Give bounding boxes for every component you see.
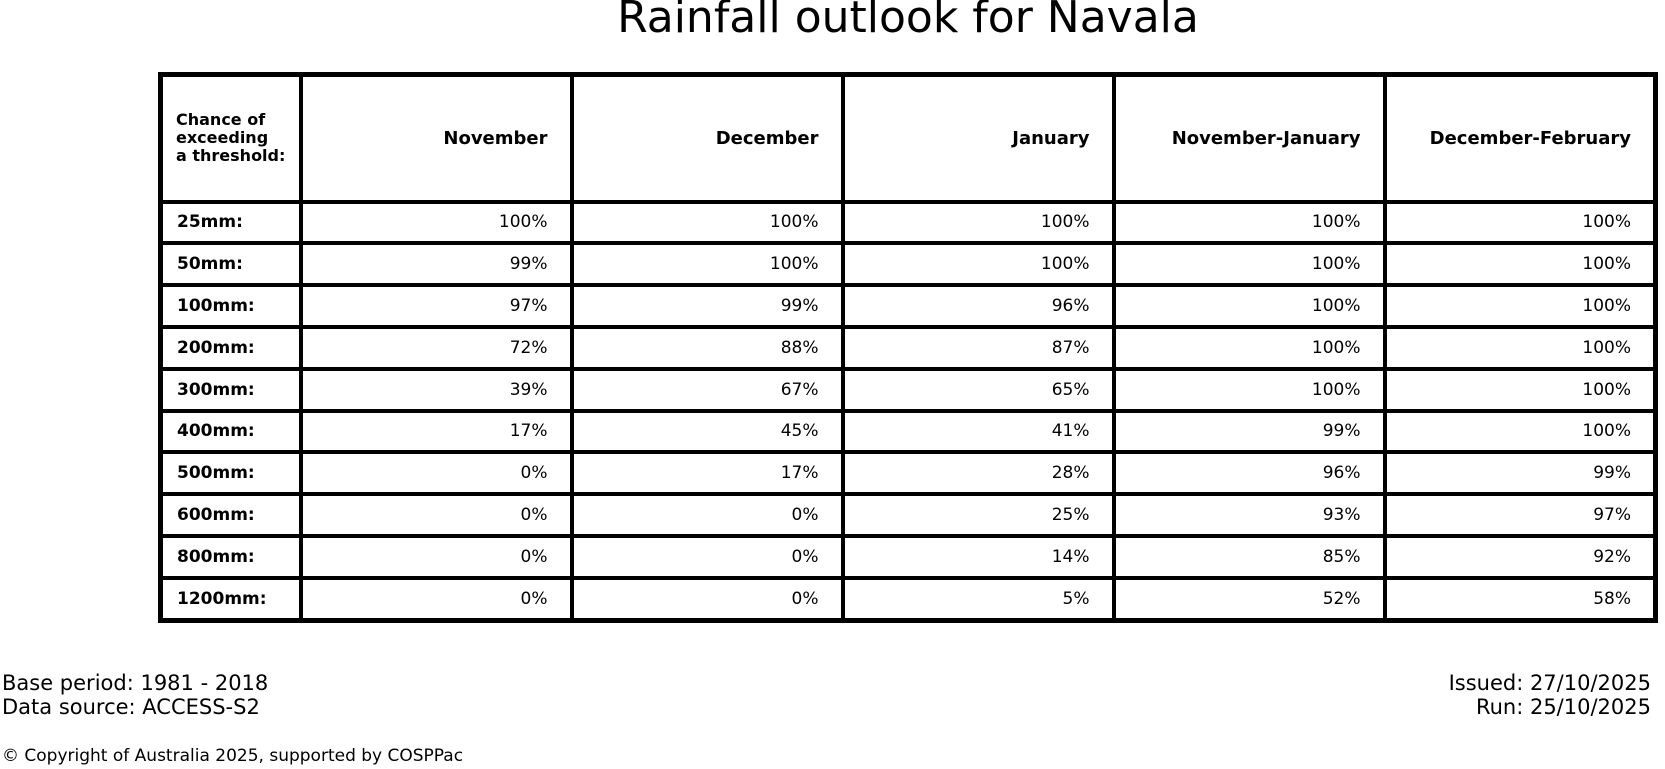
probability-cell: 100%	[840, 241, 1116, 288]
probability-cell: 0%	[298, 534, 574, 580]
probability-cell: 100%	[298, 199, 574, 246]
probability-cell: 99%	[1382, 450, 1658, 497]
threshold-label: 200mm:	[158, 324, 303, 371]
corner-header-cell: Chance of exceeding a threshold:	[158, 72, 303, 204]
table-row: 800mm: 0% 0% 14% 85% 92%	[158, 534, 1658, 580]
column-header-december-february: December-February	[1382, 72, 1658, 204]
probability-cell: 100%	[1111, 283, 1387, 329]
probability-cell: 0%	[569, 492, 845, 538]
header-row: Chance of exceeding a threshold: Novembe…	[158, 72, 1658, 204]
probability-cell: 97%	[1382, 492, 1658, 538]
probability-cell: 100%	[1382, 283, 1658, 329]
footer-left-block: Base period: 1981 - 2018 Data source: AC…	[2, 671, 268, 719]
probability-cell: 0%	[298, 450, 574, 497]
issued-date-text: Issued: 27/10/2025	[1448, 671, 1651, 695]
table-row: 500mm: 0% 17% 28% 96% 99%	[158, 450, 1658, 497]
table-row: 400mm: 17% 45% 41% 99% 100%	[158, 408, 1658, 455]
probability-cell: 100%	[1111, 366, 1387, 413]
probability-cell: 100%	[569, 199, 845, 246]
probability-cell: 96%	[1111, 450, 1387, 497]
probability-cell: 0%	[298, 575, 574, 623]
probability-cell: 100%	[1111, 241, 1387, 288]
column-header-january: January	[840, 72, 1116, 204]
probability-cell: 100%	[1382, 408, 1658, 455]
probability-cell: 100%	[840, 199, 1116, 246]
probability-cell: 14%	[840, 534, 1116, 580]
probability-cell: 100%	[1382, 366, 1658, 413]
probability-cell: 45%	[569, 408, 845, 455]
table-header: Chance of exceeding a threshold: Novembe…	[158, 72, 1658, 204]
probability-cell: 100%	[1382, 199, 1658, 246]
rainfall-outlook-table: Chance of exceeding a threshold: Novembe…	[158, 72, 1658, 623]
probability-cell: 67%	[569, 366, 845, 413]
probability-cell: 88%	[569, 324, 845, 371]
run-date-text: Run: 25/10/2025	[1475, 695, 1651, 719]
column-header-november-january: November-January	[1111, 72, 1387, 204]
footer-right-block: Issued: 27/10/2025 Run: 25/10/2025	[1449, 671, 1651, 719]
threshold-label: 1200mm:	[158, 575, 303, 623]
threshold-label: 800mm:	[158, 534, 303, 580]
probability-cell: 85%	[1111, 534, 1387, 580]
probability-cell: 5%	[840, 575, 1116, 623]
probability-cell: 58%	[1382, 575, 1658, 623]
probability-cell: 41%	[840, 408, 1116, 455]
probability-cell: 28%	[840, 450, 1116, 497]
table-row: 100mm: 97% 99% 96% 100% 100%	[158, 283, 1658, 329]
probability-cell: 99%	[569, 283, 845, 329]
probability-cell: 52%	[1111, 575, 1387, 623]
probability-cell: 96%	[840, 283, 1116, 329]
probability-cell: 25%	[840, 492, 1116, 538]
page-title: Rainfall outlook for Navala	[617, 0, 1199, 43]
probability-cell: 0%	[569, 534, 845, 580]
table-body: 25mm: 100% 100% 100% 100% 100% 50mm: 99% 100% 100…	[158, 199, 1658, 623]
threshold-label: 500mm:	[158, 450, 303, 497]
probability-cell: 99%	[1111, 408, 1387, 455]
table-row: 300mm: 39% 67% 65% 100% 100%	[158, 366, 1658, 413]
probability-cell: 100%	[1111, 199, 1387, 246]
probability-cell: 39%	[298, 366, 574, 413]
probability-cell: 93%	[1111, 492, 1387, 538]
probability-cell: 99%	[298, 241, 574, 288]
probability-cell: 17%	[298, 408, 574, 455]
threshold-label: 300mm:	[158, 366, 303, 413]
threshold-label: 600mm:	[158, 492, 303, 538]
threshold-label: 100mm:	[158, 283, 303, 329]
copyright-text: © Copyright of Australia 2025, supported…	[2, 746, 464, 766]
probability-cell: 92%	[1382, 534, 1658, 580]
probability-cell: 100%	[1111, 324, 1387, 371]
probability-cell: 97%	[298, 283, 574, 329]
table-row: 600mm: 0% 0% 25% 93% 97%	[158, 492, 1658, 538]
probability-cell: 0%	[569, 575, 845, 623]
probability-cell: 100%	[1382, 241, 1658, 288]
probability-cell: 17%	[569, 450, 845, 497]
probability-cell: 87%	[840, 324, 1116, 371]
table-row: 200mm: 72% 88% 87% 100% 100%	[158, 324, 1658, 371]
probability-cell: 65%	[840, 366, 1116, 413]
probability-cell: 0%	[298, 492, 574, 538]
probability-cell: 72%	[298, 324, 574, 371]
table-row: 25mm: 100% 100% 100% 100% 100%	[158, 199, 1658, 246]
probability-cell: 100%	[1382, 324, 1658, 371]
column-header-november: November	[298, 72, 574, 204]
table-row: 50mm: 99% 100% 100% 100% 100%	[158, 241, 1658, 288]
threshold-label: 50mm:	[158, 241, 303, 288]
data-source-text: Data source: ACCESS-S2	[2, 695, 260, 719]
probability-cell: 100%	[569, 241, 845, 288]
threshold-label: 400mm:	[158, 408, 303, 455]
column-header-december: December	[569, 72, 845, 204]
threshold-label: 25mm:	[158, 199, 303, 246]
base-period-text: Base period: 1981 - 2018	[2, 671, 269, 695]
table-row: 1200mm: 0% 0% 5% 52% 58%	[158, 575, 1658, 623]
